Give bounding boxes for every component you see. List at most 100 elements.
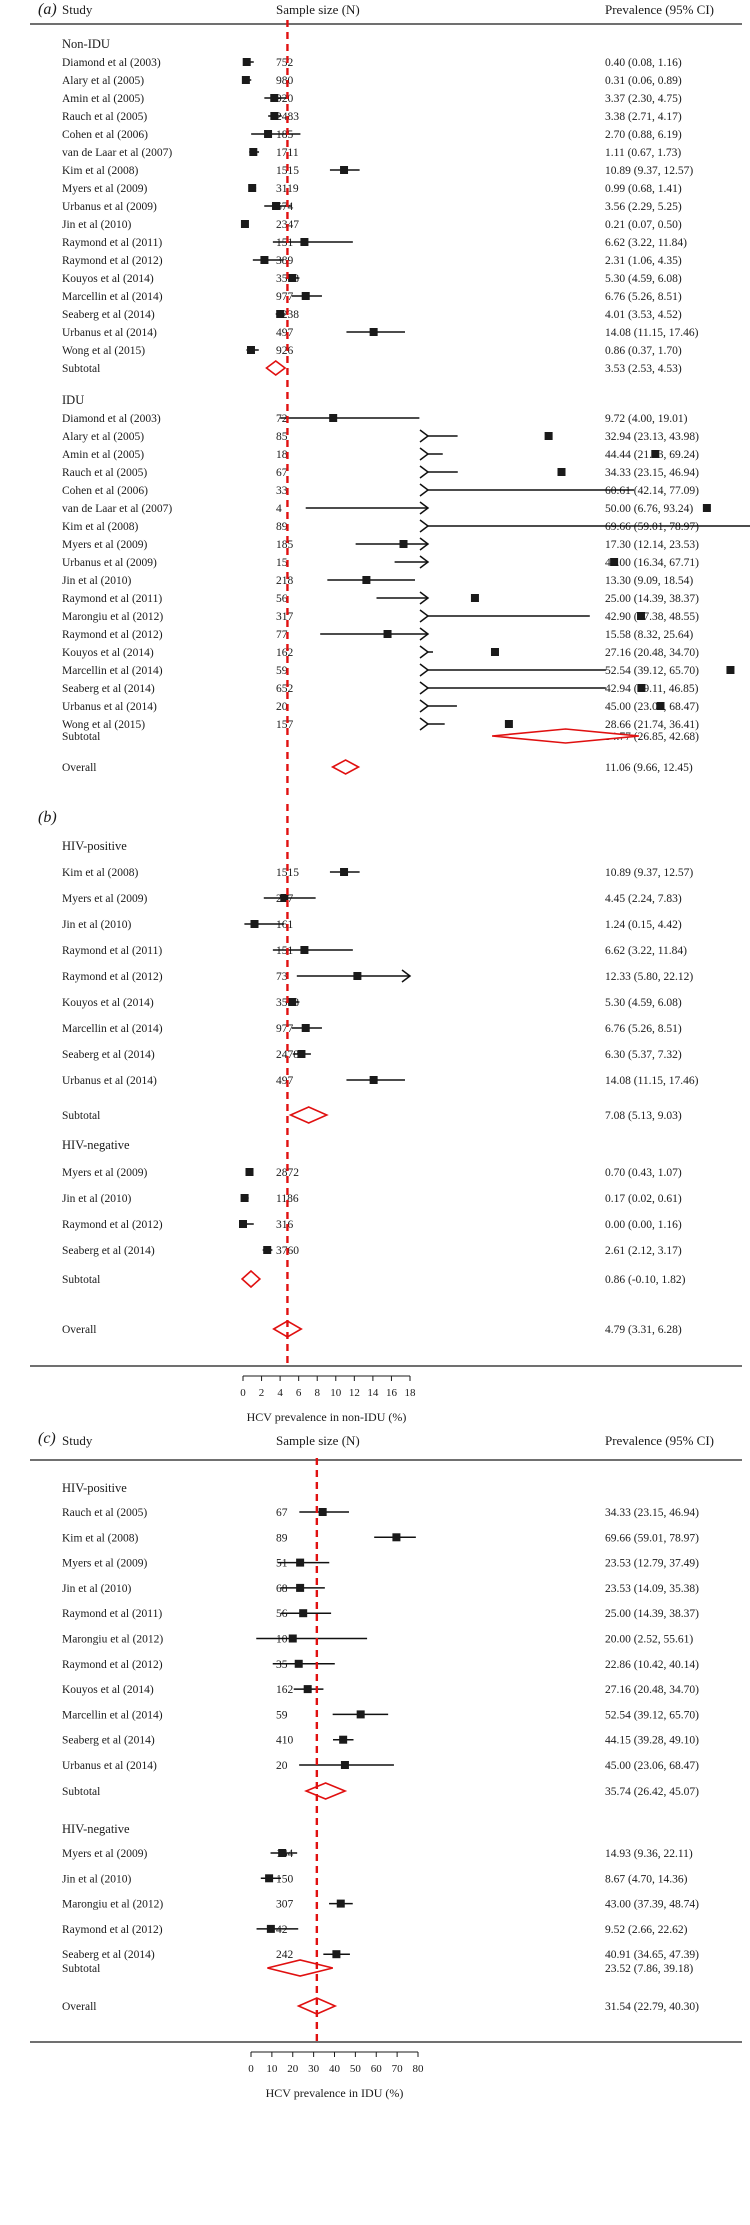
study-name: Raymond et al (2012) (62, 1924, 163, 1936)
prevalence-ci-label: 6.76 (5.26, 8.51) (605, 1023, 682, 1035)
ci-line-arrow (419, 429, 430, 443)
overall-value: 31.54 (22.79, 40.30) (605, 2001, 699, 2013)
x-axis-tick-label: 60 (371, 2063, 383, 2075)
prevalence-ci-label: 32.94 (23.13, 43.98) (605, 431, 699, 443)
prevalence-ci-label: 3.56 (2.29, 5.25) (605, 201, 682, 213)
prevalence-ci-label: 13.30 (9.09, 18.54) (605, 575, 693, 587)
prevalence-ci-label: 0.40 (0.08, 1.16) (605, 57, 682, 69)
prevalence-ci-label: 20.00 (2.52, 55.61) (605, 1634, 693, 1646)
study-name: Seaberg et al (2014) (62, 683, 155, 695)
prevalence-ci-label: 1.11 (0.67, 1.73) (605, 147, 681, 159)
point-estimate-marker (248, 184, 257, 192)
sample-size: 73 (276, 971, 288, 983)
sample-size: 151 (276, 945, 294, 957)
prevalence-ci-label: 3.37 (2.30, 4.75) (605, 93, 682, 105)
study-name: Jin et al (2010) (62, 1193, 131, 1205)
sample-size: 307 (276, 1899, 294, 1911)
prevalence-ci-label: 45.00 (23.06, 68.47) (605, 1760, 699, 1772)
study-name: Myers et al (2009) (62, 1167, 147, 1179)
sample-size: 752 (276, 57, 294, 69)
sample-size: 185 (276, 129, 294, 141)
sample-size: 15 (276, 557, 288, 569)
prevalence-ci-label: 1.24 (0.15, 4.42) (605, 919, 682, 931)
x-axis-tick-label: 20 (287, 2063, 299, 2075)
subtotal-value: 0.86 (-0.10, 1.82) (605, 1274, 686, 1286)
point-estimate-marker (637, 684, 646, 692)
x-axis-tick-label: 0 (248, 2063, 254, 2075)
point-estimate-marker (288, 1634, 297, 1643)
prevalence-ci-label: 50.00 (6.76, 93.24) (605, 503, 693, 515)
sample-size: 674 (276, 201, 294, 213)
group-title: HIV-negative (62, 1138, 130, 1152)
study-name: Marcellin et al (2014) (62, 1709, 163, 1721)
sample-size: 242 (276, 1949, 294, 1961)
study-name: Kouyos et al (2014) (62, 997, 154, 1009)
point-estimate-marker (242, 58, 251, 66)
point-estimate-marker (702, 504, 711, 512)
subtotal-diamond (265, 359, 287, 377)
point-estimate-marker (294, 1659, 303, 1668)
point-estimate-marker (362, 576, 371, 584)
study-name: Diamond et al (2003) (62, 413, 161, 425)
point-estimate-marker (300, 238, 309, 246)
prevalence-ci-label: 6.62 (3.22, 11.84) (605, 945, 687, 957)
sample-size: 151 (276, 237, 294, 249)
study-name: Urbanus et al (2014) (62, 327, 157, 339)
overall-diamond (272, 1320, 303, 1338)
subtotal-label: Subtotal (62, 1110, 100, 1122)
prevalence-ci-label: 60.61 (42.14, 77.09) (605, 485, 699, 497)
study-name: Alary et al (2005) (62, 75, 144, 87)
point-estimate-marker (270, 112, 279, 120)
sample-size: 317 (276, 611, 294, 623)
x-axis-tick-label: 16 (386, 1387, 398, 1399)
point-estimate-marker (369, 328, 378, 336)
prevalence-ci-label: 0.21 (0.07, 0.50) (605, 219, 682, 231)
overall-label: Overall (62, 2001, 96, 2013)
point-estimate-marker (296, 1558, 305, 1567)
prevalence-ci-label: 14.08 (11.15, 17.46) (605, 327, 699, 339)
point-estimate-marker (504, 720, 513, 728)
point-estimate-marker (383, 630, 392, 638)
point-estimate-marker (318, 1508, 327, 1516)
study-name: Seaberg et al (2014) (62, 309, 155, 321)
column-header-sample-size: Sample size (N) (276, 1433, 360, 1448)
prevalence-ci-label: 22.86 (10.42, 40.14) (605, 1659, 699, 1671)
ci-line-arrow (419, 555, 430, 569)
sample-size: 652 (276, 683, 294, 695)
subtotal-label: Subtotal (62, 1274, 100, 1286)
study-name: Myers et al (2009) (62, 893, 147, 905)
group-title: IDU (62, 393, 84, 407)
sample-size: 2872 (276, 1167, 299, 1179)
prevalence-ci-label: 23.53 (12.79, 37.49) (605, 1558, 699, 1570)
study-name: Amin et al (2005) (62, 449, 144, 461)
subtotal-label: Subtotal (62, 731, 100, 743)
prevalence-ci-label: 9.52 (2.66, 22.62) (605, 1924, 688, 1936)
x-axis-tick-label: 14 (367, 1387, 379, 1399)
sample-size: 85 (276, 431, 288, 443)
sample-size: 67 (276, 1507, 288, 1519)
sample-size: 59 (276, 1709, 288, 1721)
ci-line-arrow (401, 969, 412, 983)
prevalence-ci-label: 0.99 (0.68, 1.41) (605, 183, 682, 195)
sample-size: 35 (276, 1659, 288, 1671)
study-name: Raymond et al (2012) (62, 255, 163, 267)
sample-size: 497 (276, 327, 294, 339)
study-name: Jin et al (2010) (62, 219, 131, 231)
study-name: van de Laar et al (2007) (62, 147, 172, 159)
sample-size: 56 (276, 593, 288, 605)
sample-size: 56 (276, 1608, 288, 1620)
column-header-sample-size: Sample size (N) (276, 2, 360, 17)
study-name: Urbanus et al (2014) (62, 701, 157, 713)
point-estimate-marker (249, 148, 258, 156)
point-estimate-marker (239, 1220, 247, 1228)
prevalence-ci-label: 42.94 (39.11, 46.85) (605, 683, 699, 695)
panel-a-label: (a) (38, 1, 57, 18)
study-name: Kim et al (2008) (62, 867, 138, 879)
point-estimate-marker (339, 1735, 348, 1744)
point-estimate-marker (250, 920, 259, 928)
prevalence-ci-label: 27.16 (20.48, 34.70) (605, 647, 699, 659)
x-axis-title: HCV prevalence in IDU (%) (266, 2086, 404, 2100)
study-name: Marcellin et al (2014) (62, 1023, 163, 1035)
ci-line-arrow (419, 609, 430, 623)
